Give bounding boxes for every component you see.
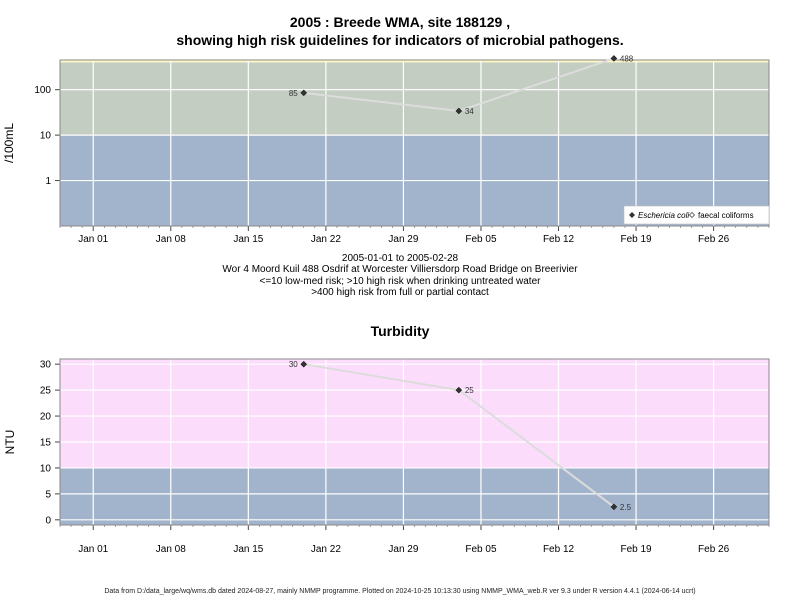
y-axis-title: NTU <box>3 430 17 455</box>
x-tick-label: Jan 29 <box>388 234 418 245</box>
x-tick-label: Jan 01 <box>78 234 108 245</box>
data-point <box>455 107 463 115</box>
footer-note: Data from D:/data_large/wq/wms.db dated … <box>104 588 696 595</box>
data-label: 30 <box>289 360 298 369</box>
x-tick-label: Jan 01 <box>78 544 108 555</box>
x-tick-label: Feb 19 <box>620 234 652 245</box>
risk-band-3 <box>60 60 769 63</box>
page-title-line2: showing high risk guidelines for indicat… <box>176 32 624 48</box>
y-tick-label: 1 <box>45 176 51 187</box>
legend: Eschericia coli faecal coliforms <box>623 205 770 225</box>
y-axis-title: /100mL <box>2 123 16 163</box>
chart-1: Jan 01 Jan 08 Jan 15 Jan 22 Jan 29 Feb 05 Feb … <box>2 54 770 245</box>
legend-box <box>623 205 770 225</box>
data-point <box>610 55 618 62</box>
page-title-line1: 2005 : Breede WMA, site 188129 , <box>289 14 511 30</box>
legend-marker <box>689 212 695 218</box>
info-risk-drinking: <=10 low-med risk; >10 high risk when dr… <box>259 276 541 287</box>
y-tick-label: 0 <box>45 515 51 526</box>
x-tick-label: Feb 19 <box>620 544 652 555</box>
legend-label: faecal coliforms <box>698 211 754 220</box>
data-point <box>300 360 308 368</box>
legend-marker <box>629 212 635 218</box>
x-tick-label: Jan 15 <box>233 544 263 555</box>
data-label: 25 <box>465 386 474 395</box>
info-site: Wor 4 Moord Kuil 488 Osdrif at Worcester… <box>222 264 578 275</box>
x-tick-label: Jan 08 <box>156 234 186 245</box>
y-tick-label: 5 <box>45 489 51 500</box>
risk-band-1 <box>60 467 769 525</box>
data-point <box>610 503 618 511</box>
y-tick-label: 15 <box>40 438 52 449</box>
x-tick-label: Feb 26 <box>698 234 730 245</box>
x-tick-label: Feb 12 <box>543 234 575 245</box>
data-label: 34 <box>465 107 474 116</box>
x-tick-label: Jan 22 <box>311 544 341 555</box>
x-tick-label: Feb 05 <box>465 544 497 555</box>
chart-2: Jan 01 Jan 08 Jan 15 Jan 22 Jan 29 Feb 05 Feb … <box>3 358 770 555</box>
risk-band-2 <box>60 62 769 136</box>
x-tick-label: Jan 22 <box>311 234 341 245</box>
info-date-range: 2005-01-01 to 2005-02-28 <box>341 253 459 264</box>
x-tick-label: Jan 15 <box>233 234 263 245</box>
info-risk-contact: >400 high risk from full or partial cont… <box>311 287 489 298</box>
x-tick-label: Feb 26 <box>698 544 730 555</box>
x-tick-label: Feb 12 <box>543 544 575 555</box>
data-point <box>455 386 463 394</box>
data-label: 2.5 <box>620 503 632 512</box>
y-tick-label: 100 <box>34 85 51 96</box>
x-tick-label: Jan 08 <box>156 544 186 555</box>
data-label: 488 <box>620 54 634 63</box>
risk-band-2 <box>60 359 769 468</box>
x-tick-label: Jan 29 <box>388 544 418 555</box>
y-tick-label: 30 <box>40 360 52 371</box>
data-label: 85 <box>289 89 298 98</box>
y-tick-label: 25 <box>40 386 52 397</box>
y-tick-label: 20 <box>40 412 52 423</box>
y-tick-label: 10 <box>40 463 52 474</box>
panel-border <box>59 59 770 227</box>
data-point <box>300 89 308 97</box>
panel-border <box>59 358 770 526</box>
turbidity-title: Turbidity <box>370 323 430 339</box>
y-tick-label: 10 <box>40 131 52 142</box>
x-tick-label: Feb 05 <box>465 234 497 245</box>
legend-label: Eschericia coli <box>638 211 689 220</box>
